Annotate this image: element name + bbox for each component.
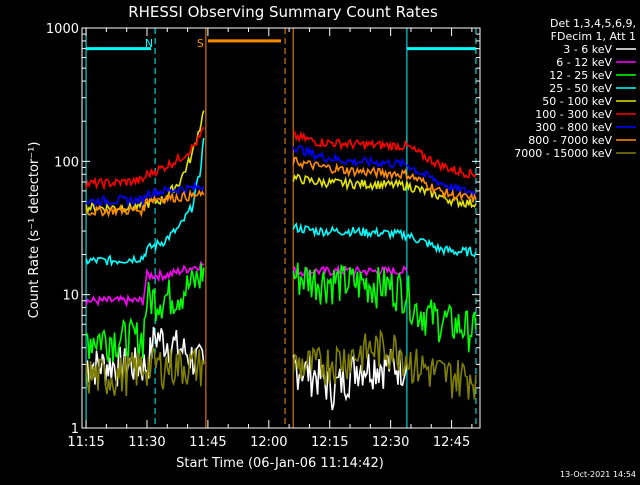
series-trace bbox=[292, 262, 477, 353]
series-trace bbox=[85, 263, 205, 363]
series-lines bbox=[85, 110, 477, 411]
series-trace bbox=[85, 180, 205, 208]
y-tick-label: 1 bbox=[71, 422, 79, 437]
x-tick-label: 12:15 bbox=[311, 435, 348, 450]
series-trace bbox=[292, 130, 477, 179]
x-tick-label: 11:15 bbox=[67, 435, 104, 450]
legend-entry-label: 50 - 100 keV bbox=[542, 95, 612, 108]
x-tick-label: 11:45 bbox=[189, 435, 226, 450]
marker-label: N bbox=[145, 37, 153, 50]
y-axis-label: Count Rate (s⁻¹ detector⁻¹) bbox=[27, 142, 42, 319]
series-trace bbox=[85, 260, 205, 308]
legend-entry-label: 25 - 50 keV bbox=[549, 82, 612, 95]
series-12-25-kev bbox=[85, 262, 477, 363]
plot-frame bbox=[81, 27, 481, 429]
series-7000-15000-kev bbox=[85, 328, 477, 400]
axes: 11:15 11:30 11:45 12:00 12:15 12:30 12:45 1 10 10… bbox=[46, 22, 481, 450]
legend-entry-label: 7000 - 15000 keV bbox=[514, 147, 612, 160]
series-trace bbox=[292, 328, 477, 400]
series-800-7000-kev bbox=[85, 156, 477, 218]
series-trace bbox=[85, 126, 205, 191]
x-tick-label: 12:30 bbox=[372, 435, 409, 450]
legend-entry-label: 12 - 25 keV bbox=[549, 69, 612, 82]
legend-entry-label: 6 - 12 keV bbox=[556, 56, 612, 69]
legend-entry-label: 100 - 300 keV bbox=[535, 108, 612, 121]
y-tick-label: 1000 bbox=[46, 22, 79, 37]
series-trace bbox=[292, 145, 477, 199]
x-tick-label: 11:30 bbox=[128, 435, 165, 450]
series-trace bbox=[292, 156, 477, 203]
legend-entry-label: 800 - 7000 keV bbox=[528, 134, 612, 147]
series-trace bbox=[85, 347, 205, 397]
chart-title: RHESSI Observing Summary Count Rates bbox=[128, 3, 438, 21]
timestamp: 13-Oct-2021 14:54 bbox=[560, 470, 636, 479]
y-tick-label: 10 bbox=[62, 289, 79, 304]
x-tick-label: 12:45 bbox=[433, 435, 470, 450]
x-tick-label: 12:00 bbox=[250, 435, 287, 450]
series-trace bbox=[292, 173, 477, 209]
series-25-50-kev bbox=[85, 137, 477, 267]
legend-header-line-2: FDecim 1, Att 1 bbox=[551, 30, 636, 43]
x-axis-label: Start Time (06-Jan-06 11:14:42) bbox=[176, 456, 384, 471]
marker-label: S bbox=[197, 37, 204, 50]
series-trace bbox=[85, 137, 205, 267]
series-trace bbox=[85, 189, 205, 218]
y-tick-label: 100 bbox=[54, 155, 79, 170]
legend-entry-label: 300 - 800 keV bbox=[535, 121, 612, 134]
legend-header-line-1: Det 1,3,4,5,6,9, bbox=[550, 17, 636, 30]
series-trace bbox=[292, 222, 477, 258]
legend: Det 1,3,4,5,6,9, FDecim 1, Att 1 3 - 6 k… bbox=[514, 17, 636, 160]
series-300-800-kev bbox=[85, 145, 477, 208]
legend-entry-label: 3 - 6 keV bbox=[563, 43, 612, 56]
series-100-300-kev bbox=[85, 126, 477, 191]
